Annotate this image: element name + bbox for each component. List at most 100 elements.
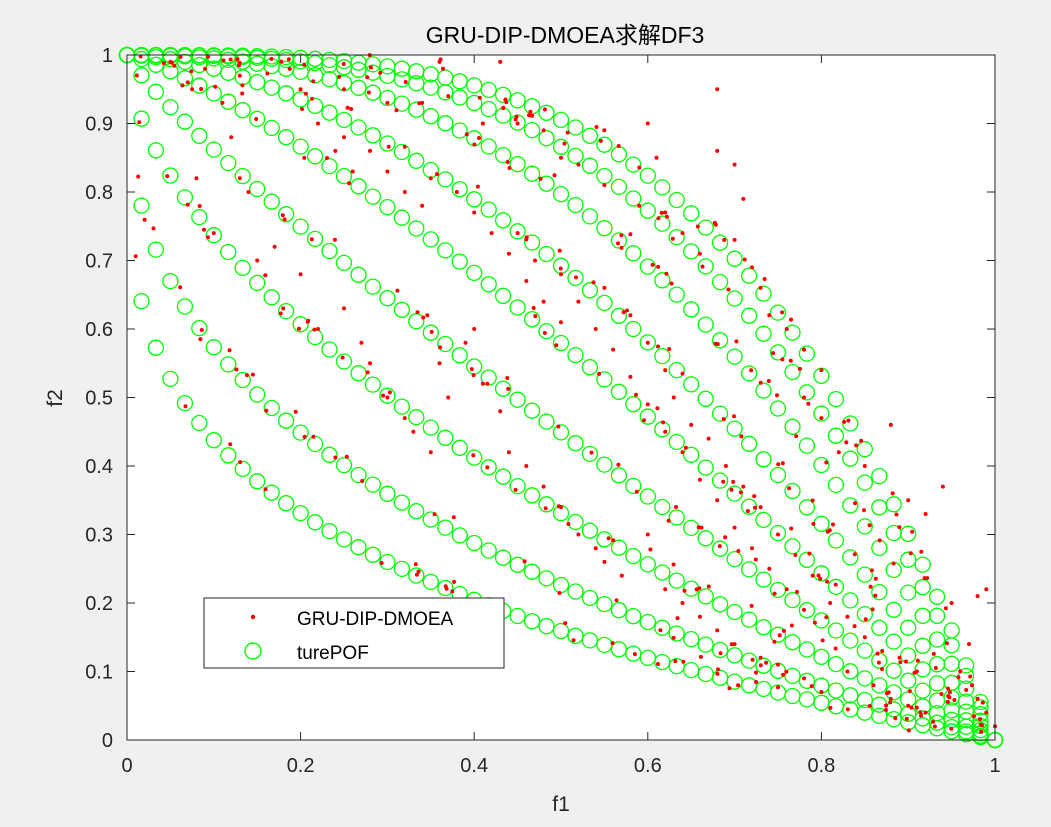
solution-point xyxy=(876,660,881,665)
pof-point xyxy=(220,447,237,464)
solution-point xyxy=(554,343,559,348)
pof-point xyxy=(711,540,729,557)
pof-point xyxy=(596,136,613,153)
solution-point xyxy=(789,526,794,531)
solution-point xyxy=(229,135,234,140)
solution-point xyxy=(244,373,249,378)
solution-point xyxy=(645,340,650,345)
pof-point xyxy=(639,334,656,351)
solution-point xyxy=(825,579,830,584)
solution-point xyxy=(235,57,240,62)
solution-point xyxy=(979,723,984,728)
pof-point xyxy=(220,93,237,110)
solution-point xyxy=(220,100,225,105)
pof-point xyxy=(625,608,642,625)
pof-point xyxy=(263,484,280,501)
solution-point xyxy=(310,96,315,101)
pof-point xyxy=(842,632,859,649)
solution-point xyxy=(344,454,349,459)
pof-point xyxy=(726,250,743,267)
pof-point xyxy=(668,572,685,589)
pof-point xyxy=(466,449,483,466)
solution-point xyxy=(199,328,204,332)
solution-point xyxy=(552,173,557,178)
pof-point xyxy=(437,242,454,259)
solution-point xyxy=(379,561,384,565)
pof-point xyxy=(422,231,439,248)
pof-point xyxy=(567,196,584,214)
pof-point xyxy=(596,294,613,312)
solution-point xyxy=(828,601,833,605)
solution-point xyxy=(802,347,806,352)
solution-point xyxy=(528,109,533,114)
pof-point xyxy=(581,589,599,607)
x-tick-label: 0.6 xyxy=(634,755,662,777)
pof-point xyxy=(263,399,280,417)
solution-point xyxy=(345,105,350,110)
solution-point xyxy=(342,306,346,311)
pof-point xyxy=(494,287,512,304)
pof-point xyxy=(509,299,526,316)
solution-point xyxy=(932,724,937,729)
solution-point xyxy=(663,210,668,215)
pof-point xyxy=(596,220,613,237)
pof-point xyxy=(972,693,989,711)
solution-point xyxy=(694,587,699,592)
solution-point xyxy=(824,615,829,620)
pof-point xyxy=(798,672,816,689)
solution-point xyxy=(736,549,741,553)
solution-point xyxy=(619,233,624,238)
solution-point xyxy=(673,659,678,664)
solution-point xyxy=(697,477,702,482)
pof-point xyxy=(321,104,338,121)
solution-point xyxy=(828,705,833,710)
solution-point xyxy=(254,117,259,121)
solution-point xyxy=(415,310,420,315)
solution-point xyxy=(202,227,206,232)
solution-point xyxy=(452,579,456,584)
solution-point xyxy=(842,419,847,424)
solution-point xyxy=(386,144,391,149)
solution-point xyxy=(732,642,737,647)
pof-point xyxy=(379,198,396,216)
solution-point xyxy=(634,489,639,494)
pof-point xyxy=(364,278,382,295)
solution-point xyxy=(663,429,668,434)
pof-point xyxy=(277,412,295,429)
pof-point xyxy=(654,179,671,196)
solution-point xyxy=(793,553,798,557)
pof-point xyxy=(147,241,165,258)
solution-point xyxy=(438,345,442,350)
x-tick-label: 1 xyxy=(989,755,1000,777)
pof-point xyxy=(480,100,497,118)
x-tick-label: 0.4 xyxy=(460,755,488,777)
solution-point xyxy=(381,393,386,398)
pof-point xyxy=(697,258,714,275)
pof-point xyxy=(321,446,338,463)
solution-point xyxy=(557,248,562,253)
pof-point xyxy=(277,206,295,223)
pof-point xyxy=(639,408,656,425)
solution-point xyxy=(574,275,578,280)
pof-point xyxy=(220,154,237,172)
pof-point xyxy=(842,687,859,704)
solution-point xyxy=(250,372,255,377)
pof-point xyxy=(668,228,685,246)
pof-point xyxy=(523,402,541,419)
pof-point xyxy=(191,77,208,94)
pof-point xyxy=(943,674,960,691)
pof-point xyxy=(769,466,787,484)
pof-point xyxy=(350,539,367,556)
solution-point xyxy=(780,461,785,466)
solution-point xyxy=(524,464,529,468)
pof-point xyxy=(683,446,700,463)
solution-point xyxy=(781,672,786,677)
solution-point xyxy=(729,642,734,647)
solution-point xyxy=(666,518,671,523)
solution-point xyxy=(943,606,948,611)
pof-point xyxy=(393,301,411,318)
solution-point xyxy=(784,587,789,592)
pof-point xyxy=(885,496,902,513)
solution-point xyxy=(699,525,704,530)
pof-point xyxy=(813,648,830,665)
